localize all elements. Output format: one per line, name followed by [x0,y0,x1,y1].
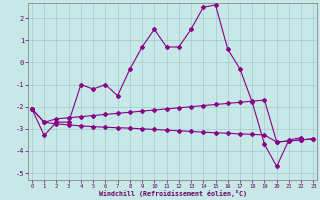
X-axis label: Windchill (Refroidissement éolien,°C): Windchill (Refroidissement éolien,°C) [99,190,247,197]
